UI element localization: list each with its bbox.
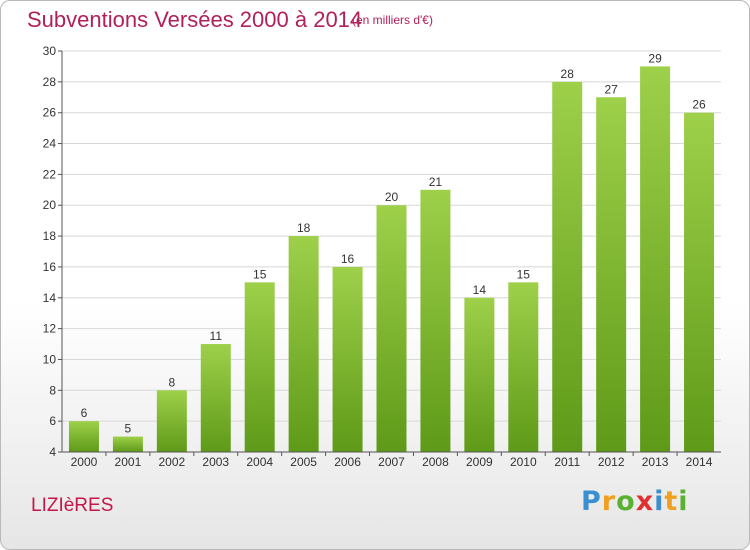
bar-value-label: 6 (81, 406, 88, 420)
chart-title: Subventions Versées 2000 à 2014 (27, 7, 363, 32)
logo-letter: i (678, 486, 689, 517)
bar (464, 297, 495, 452)
logo-letter: r (601, 486, 617, 517)
y-tick-label: 30 (43, 44, 57, 58)
bar (420, 189, 451, 453)
x-tick-label: 2006 (334, 455, 361, 469)
logo-letter: t (664, 486, 679, 517)
x-tick-label: 2001 (115, 455, 142, 469)
bars (68, 66, 715, 453)
y-tick-label: 24 (43, 137, 57, 151)
x-tick-label: 2008 (422, 455, 449, 469)
logo-letter: o (616, 486, 636, 517)
bar-value-label: 20 (385, 190, 399, 204)
bar (244, 282, 275, 452)
unit-note: (en milliers d'€) (352, 13, 433, 27)
y-tick-label: 6 (49, 414, 56, 428)
x-tick-label: 2005 (290, 455, 317, 469)
bar-value-label: 15 (253, 267, 267, 281)
x-tick-label: 2007 (378, 455, 405, 469)
logo-letter: P (581, 486, 602, 517)
bar-value-label: 16 (341, 252, 355, 266)
x-tick-label: 2000 (71, 455, 98, 469)
bar-value-label: 14 (473, 283, 487, 297)
x-tick-label: 2014 (686, 455, 713, 469)
bar-value-label: 21 (429, 175, 443, 189)
bar-value-label: 29 (648, 51, 662, 65)
x-tick-label: 2012 (598, 455, 625, 469)
x-tick-label: 2009 (466, 455, 493, 469)
bar (200, 344, 231, 452)
bar-value-label: 15 (517, 267, 531, 281)
y-tick-label: 12 (43, 322, 57, 336)
axes (58, 50, 721, 456)
y-tick-label: 18 (43, 229, 57, 243)
y-tick-label: 20 (43, 198, 57, 212)
bar-value-label: 28 (561, 67, 575, 81)
y-tick-label: 10 (43, 352, 57, 366)
y-tick-label: 14 (43, 291, 57, 305)
bar (112, 436, 143, 452)
logo-letter: i (654, 486, 665, 517)
bar-value-label: 11 (210, 329, 223, 343)
labels: 4 6 8 10 12 14 16 18 20 22 24 26 28 30 6 2000 5 2001 8 2002… (43, 44, 713, 469)
bar-value-label: 8 (168, 375, 175, 389)
bar-value-label: 18 (297, 221, 311, 235)
bar (332, 266, 363, 452)
proxiti-logo: Proxiti (581, 486, 689, 517)
y-tick-label: 16 (43, 260, 57, 274)
bar-value-label: 5 (125, 422, 132, 436)
x-tick-label: 2013 (642, 455, 669, 469)
x-tick-label: 2011 (554, 455, 580, 469)
logo-letter: x (635, 486, 655, 517)
bar (288, 236, 319, 452)
bar (552, 81, 583, 452)
x-tick-label: 2002 (158, 455, 185, 469)
bar-value-label: 26 (692, 98, 706, 112)
bar (376, 205, 407, 452)
y-tick-label: 4 (49, 445, 56, 459)
bar (68, 421, 99, 452)
bar (640, 66, 671, 452)
bar-value-label: 27 (604, 82, 618, 96)
x-tick-label: 2004 (246, 455, 273, 469)
bar (684, 112, 715, 452)
bar (156, 390, 187, 452)
y-tick-label: 22 (43, 167, 57, 181)
x-tick-label: 2010 (510, 455, 537, 469)
x-tick-label: 2003 (202, 455, 229, 469)
bar (508, 282, 539, 452)
y-tick-label: 26 (43, 106, 57, 120)
y-tick-label: 8 (49, 383, 56, 397)
bar (596, 97, 627, 453)
y-tick-label: 28 (43, 75, 57, 89)
commune-name: LIZIèRES (31, 495, 114, 516)
